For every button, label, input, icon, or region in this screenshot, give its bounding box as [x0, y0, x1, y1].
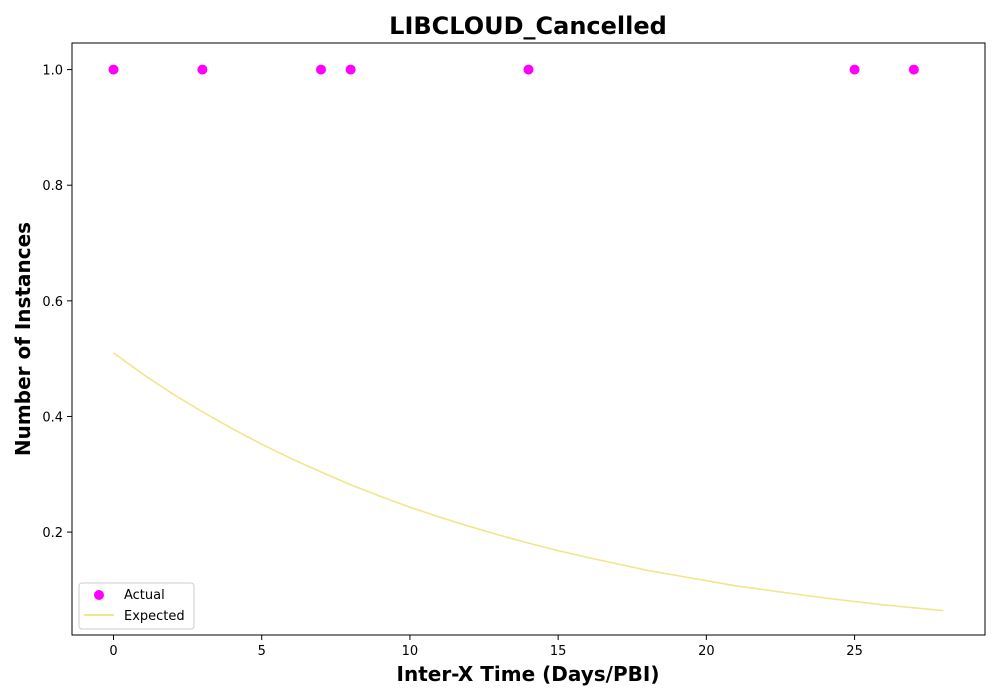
y-axis-ticks: 0.2 0.4 0.6 0.8 1.0: [42, 64, 72, 541]
x-tick-label: 15: [550, 644, 567, 659]
legend-box: [78, 582, 195, 630]
plot-area: [71, 42, 986, 636]
x-tick-label: 25: [846, 644, 863, 659]
legend: Actual Expected: [78, 582, 195, 630]
x-axis-ticks: 0 5 10 15 20 25: [109, 635, 863, 659]
y-tick-label: 0.8: [42, 179, 63, 194]
x-tick-label: 10: [402, 644, 419, 659]
x-tick-label: 20: [698, 644, 715, 659]
x-tick-label: 0: [109, 644, 117, 659]
legend-actual-label: Actual: [124, 588, 165, 603]
y-tick-label: 1.0: [42, 64, 63, 79]
y-tick-label: 0.2: [42, 526, 63, 541]
actual-data-point: [908, 64, 919, 75]
expected-line-layer: [113, 352, 944, 612]
actual-points-layer: [108, 64, 919, 75]
chart-title: LIBCLOUD_Cancelled: [389, 12, 667, 40]
y-tick-label: 0.4: [42, 410, 63, 425]
actual-data-point: [316, 64, 326, 75]
expected-series-line: [113, 352, 944, 612]
y-axis-title: Number of Instances: [11, 222, 35, 456]
actual-data-point: [523, 64, 534, 75]
actual-data-point: [849, 64, 860, 75]
actual-data-point: [197, 64, 208, 75]
x-axis-title: Inter-X Time (Days/PBI): [397, 662, 660, 686]
y-tick-label: 0.6: [42, 295, 63, 310]
actual-data-point: [108, 64, 119, 75]
x-tick-label: 5: [258, 644, 266, 659]
actual-data-point: [345, 64, 356, 75]
legend-expected-label: Expected: [124, 609, 185, 624]
legend-actual-marker: [94, 590, 104, 600]
